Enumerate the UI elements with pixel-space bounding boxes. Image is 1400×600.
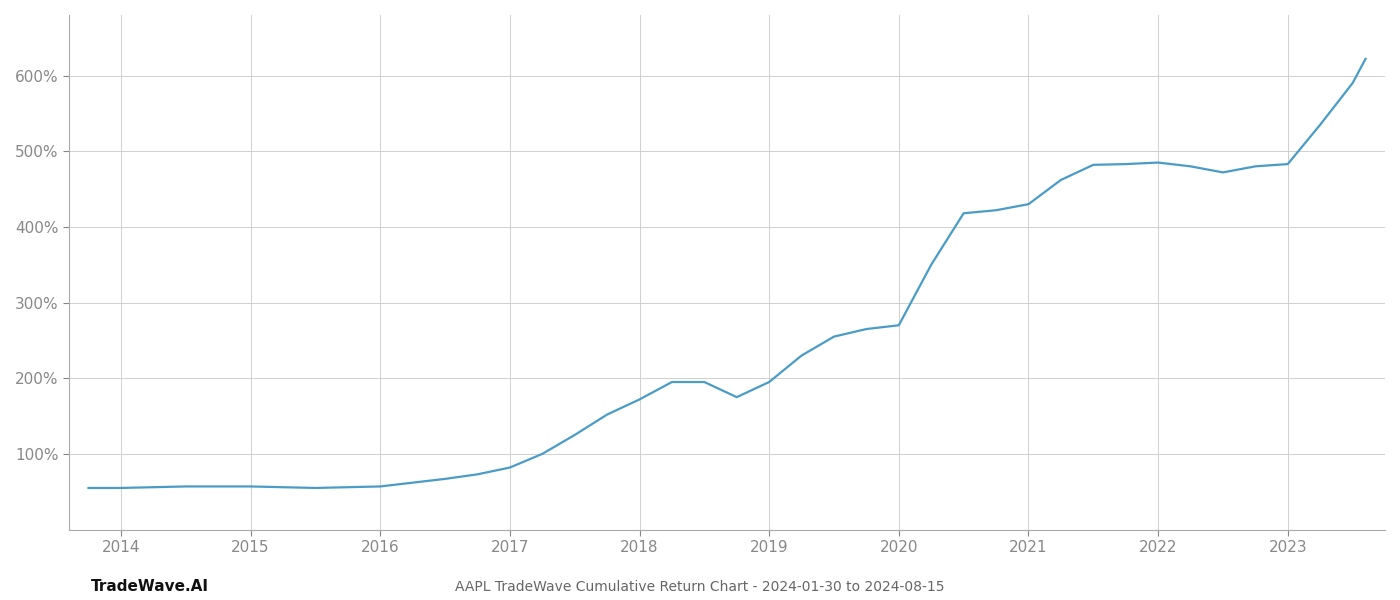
Text: TradeWave.AI: TradeWave.AI: [91, 579, 209, 594]
Text: AAPL TradeWave Cumulative Return Chart - 2024-01-30 to 2024-08-15: AAPL TradeWave Cumulative Return Chart -…: [455, 580, 945, 594]
